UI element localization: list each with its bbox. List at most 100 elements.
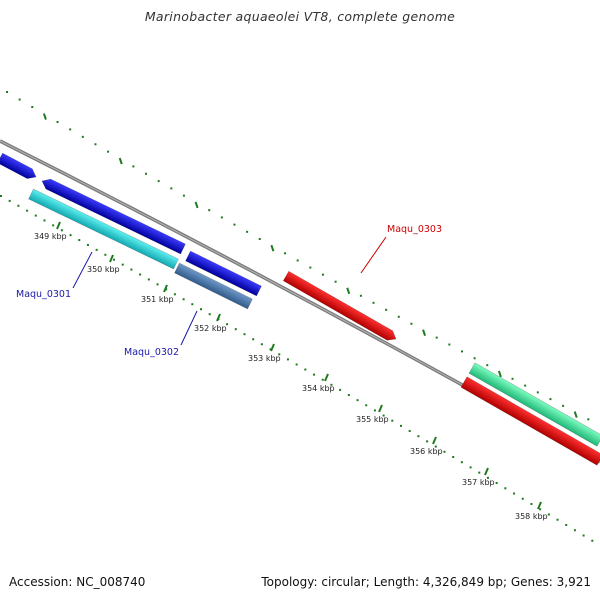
outer-minor-tick xyxy=(385,308,388,311)
inner-minor-tick xyxy=(347,394,350,397)
gene-blue-1-body xyxy=(0,152,37,179)
outer-major-tick xyxy=(42,113,47,120)
outer-minor-tick xyxy=(145,172,148,175)
inner-minor-tick xyxy=(330,383,333,386)
gene-red-right-body xyxy=(460,376,600,466)
label-maqu-0302: Maqu_0302 xyxy=(124,347,179,358)
outer-minor-tick xyxy=(284,252,287,255)
gene-maqu-0301-body xyxy=(28,188,179,270)
inner-minor-tick xyxy=(478,471,481,474)
outer-tick-ring xyxy=(6,91,590,421)
inner-minor-tick xyxy=(260,343,263,346)
inner-minor-tick xyxy=(252,338,255,341)
inner-minor-tick xyxy=(521,497,524,500)
outer-minor-tick xyxy=(460,350,463,353)
label-maqu-0301: Maqu_0301 xyxy=(16,289,71,300)
scale-label: 352 kbp xyxy=(194,324,227,333)
outer-minor-tick xyxy=(258,238,261,241)
inner-minor-tick xyxy=(130,268,133,271)
inner-major-tick xyxy=(216,313,221,322)
inner-minor-tick xyxy=(182,298,185,301)
scale-label: 354 kbp xyxy=(302,384,335,393)
scale-label: 353 kbp xyxy=(248,354,281,363)
inner-minor-tick xyxy=(504,487,507,490)
outer-minor-tick xyxy=(334,280,337,283)
inner-minor-tick xyxy=(556,518,559,521)
inner-minor-tick xyxy=(121,263,124,266)
inner-minor-tick xyxy=(60,229,63,232)
outer-minor-tick xyxy=(170,187,173,190)
inner-minor-tick xyxy=(208,313,211,316)
inner-minor-tick xyxy=(443,450,446,453)
inner-minor-tick xyxy=(26,209,29,212)
outer-minor-tick xyxy=(486,364,489,367)
gene-blue-3 xyxy=(185,250,262,297)
inner-minor-tick xyxy=(269,348,272,351)
outer-minor-tick xyxy=(511,377,514,380)
inner-minor-tick xyxy=(469,466,472,469)
scale-label: 349 kbp xyxy=(34,232,67,241)
gene-maqu-0301 xyxy=(28,188,179,270)
inner-major-tick xyxy=(432,436,437,445)
inner-minor-tick xyxy=(426,440,429,443)
outer-minor-tick xyxy=(562,404,565,407)
inner-minor-tick xyxy=(365,404,368,407)
inner-minor-tick xyxy=(530,502,533,505)
outer-minor-tick xyxy=(473,357,476,360)
inner-minor-tick xyxy=(52,224,55,227)
outer-minor-tick xyxy=(31,106,34,109)
inner-minor-tick xyxy=(434,445,437,448)
outer-minor-tick xyxy=(6,91,8,93)
inner-minor-tick xyxy=(321,378,324,381)
inner-major-tick xyxy=(109,254,114,263)
inner-major-tick xyxy=(163,284,168,293)
outer-minor-tick xyxy=(309,266,312,269)
gene-blue-2-body xyxy=(41,178,186,255)
label-maqu-0301-leader xyxy=(72,251,93,289)
inner-minor-tick xyxy=(156,283,159,286)
inner-major-tick xyxy=(484,467,489,476)
inner-minor-tick xyxy=(513,492,516,495)
inner-major-tick xyxy=(324,373,329,382)
outer-minor-tick xyxy=(107,150,110,153)
accession-text: Accession: NC_008740 xyxy=(9,575,146,589)
gene-maqu-0302 xyxy=(174,262,253,310)
inner-minor-tick xyxy=(226,323,229,326)
gene-red-right xyxy=(460,376,600,466)
outer-minor-tick xyxy=(536,391,539,394)
inner-minor-tick xyxy=(547,513,550,516)
inner-tick-ring xyxy=(0,195,594,542)
gene-maqu-0303-body xyxy=(282,270,397,341)
inner-minor-tick xyxy=(495,482,498,485)
inner-major-tick xyxy=(537,501,542,510)
inner-minor-tick xyxy=(113,258,116,261)
outer-minor-tick xyxy=(132,165,135,168)
outer-minor-tick xyxy=(233,223,236,226)
scale-label: 351 kbp xyxy=(141,295,174,304)
inner-minor-tick xyxy=(295,363,298,366)
outer-minor-tick xyxy=(69,128,72,131)
outer-minor-tick xyxy=(94,143,97,146)
gene-blue-3-body xyxy=(185,250,262,297)
scale-label: 358 kbp xyxy=(515,512,548,521)
outer-minor-tick xyxy=(372,301,375,304)
outer-minor-tick xyxy=(435,336,438,339)
inner-minor-tick xyxy=(408,430,411,433)
inner-minor-tick xyxy=(417,435,420,438)
inner-minor-tick xyxy=(356,399,359,402)
inner-major-tick xyxy=(56,221,61,230)
inner-minor-tick xyxy=(191,303,194,306)
inner-minor-tick xyxy=(43,219,46,222)
outer-minor-tick xyxy=(296,259,299,262)
map-title: Marinobacter aquaeolei VT8, complete gen… xyxy=(144,9,456,24)
outer-minor-tick xyxy=(56,120,59,123)
label-maqu-0303: Maqu_0303 xyxy=(387,224,442,235)
outer-minor-tick xyxy=(182,194,185,197)
outer-major-tick xyxy=(422,329,427,337)
gene-blue-2 xyxy=(41,178,186,255)
outer-major-tick xyxy=(346,287,351,295)
outer-minor-tick xyxy=(246,230,249,233)
label-maqu-0302-leader xyxy=(180,310,198,346)
inner-minor-tick xyxy=(278,353,281,356)
inner-minor-tick xyxy=(234,328,237,331)
